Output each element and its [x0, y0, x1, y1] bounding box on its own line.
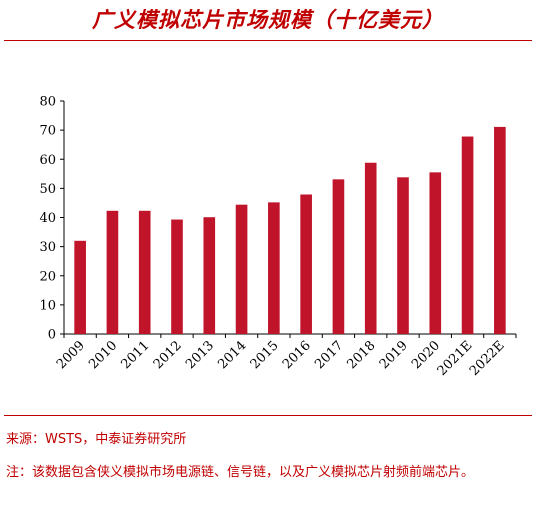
y-tick-label: 40	[39, 211, 56, 226]
x-tick-label: 2015	[248, 338, 282, 372]
x-tick-label: 2021E	[435, 338, 476, 379]
y-axis-ticks: 0 10 20 30 40 50 60 70 80	[39, 95, 64, 343]
title-divider	[4, 40, 532, 41]
y-tick-label: 70	[39, 124, 56, 139]
y-tick-label: 20	[39, 269, 56, 284]
x-tick-label: 2014	[215, 338, 249, 372]
x-tick-label: 2013	[183, 338, 217, 372]
x-axis-ticks: 2009201020112012201320142015201620172018…	[54, 334, 517, 379]
x-tick-label: 2017	[312, 338, 346, 372]
bar	[235, 204, 248, 334]
bar	[106, 210, 119, 334]
bar	[364, 162, 377, 334]
source-note: 来源：WSTS，中泰证券研究所	[6, 432, 187, 447]
y-tick-label: 10	[39, 298, 56, 313]
source-divider	[4, 415, 532, 416]
y-tick-label: 80	[39, 95, 56, 110]
x-tick-label: 2018	[345, 338, 379, 372]
y-tick-label: 60	[39, 153, 56, 168]
bar	[268, 202, 280, 334]
chart-title: 广义模拟芯片市场规模（十亿美元）	[92, 8, 444, 32]
chart-axes	[63, 101, 516, 335]
chart-bars	[74, 126, 506, 334]
y-tick-label: 50	[39, 182, 56, 197]
x-tick-label: 2016	[280, 338, 314, 372]
y-tick-label: 0	[48, 328, 56, 343]
bar	[332, 179, 345, 334]
x-tick-label: 2009	[54, 338, 88, 372]
bar	[461, 136, 474, 334]
x-tick-label: 2012	[151, 338, 185, 372]
bar	[138, 210, 151, 334]
y-tick-label: 30	[39, 240, 56, 255]
bar	[429, 172, 442, 334]
x-tick-label: 2010	[86, 338, 120, 372]
bar	[494, 126, 506, 334]
bar	[74, 240, 86, 334]
bar	[397, 177, 409, 334]
bar	[300, 194, 312, 334]
footnote: 注：该数据包含侠义模拟市场电源链、信号链，以及广义模拟芯片射频前端芯片。	[6, 465, 475, 480]
x-tick-label: 2019	[377, 338, 411, 372]
bar	[171, 219, 183, 334]
bar	[203, 217, 216, 334]
x-tick-label: 2011	[119, 338, 153, 372]
x-tick-label: 2022E	[467, 338, 508, 379]
